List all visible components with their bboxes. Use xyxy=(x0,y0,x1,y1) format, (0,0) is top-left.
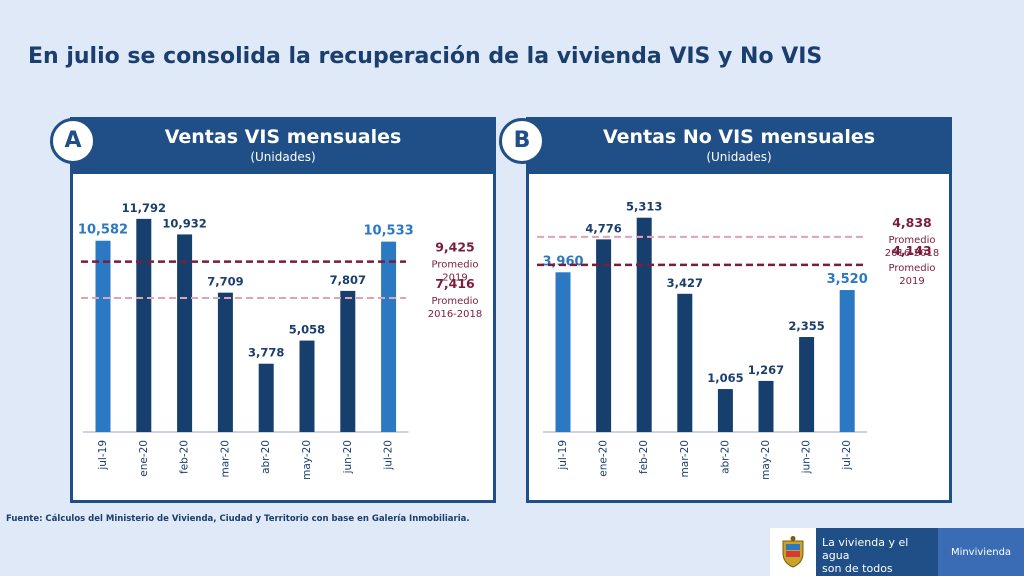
x-tick-label: abr-20 xyxy=(260,440,272,474)
reference-value-label: 4,838 xyxy=(892,215,932,230)
bar-value-label: 11,792 xyxy=(122,201,166,215)
bar-chart-vis: 10,582 jul-19 11,792 ene-20 10,932 feb-20 7,70… xyxy=(78,201,483,480)
reference-caption-line2: 2016-2018 xyxy=(428,309,483,320)
coat-of-arms-logo xyxy=(770,528,816,576)
reference-value-label: 9,425 xyxy=(435,240,475,255)
bar-ene-20 xyxy=(596,239,612,432)
shield-icon xyxy=(782,536,804,568)
x-tick-label: may-20 xyxy=(301,440,313,480)
chart-title-novis: Ventas No VIS mensuales xyxy=(602,126,876,148)
bar-chart-novis: 3,960 jul-19 4,776 ene-20 5,313 feb-20 3,427 ma… xyxy=(537,200,940,480)
chart-subtitle-novis: (Unidades) xyxy=(706,150,772,164)
bar-value-label: 3,520 xyxy=(827,272,868,287)
bar-value-label: 1,065 xyxy=(707,371,743,385)
reference-caption-line2: 2019 xyxy=(442,273,467,284)
bar-value-label: 3,427 xyxy=(667,276,703,290)
x-tick-label: jul-19 xyxy=(97,440,109,471)
bar-value-label: 5,313 xyxy=(626,200,662,214)
x-tick-label: may-20 xyxy=(760,440,772,480)
bar-value-label: 4,776 xyxy=(585,221,621,235)
footer-tagline-line1: La vivienda y el agua xyxy=(822,536,909,562)
reference-value-label: 4,143 xyxy=(892,243,932,258)
x-tick-label: abr-20 xyxy=(719,440,731,474)
bar-may-20 xyxy=(758,380,774,432)
bar-value-label: 10,533 xyxy=(364,224,414,239)
chart-title-vis: Ventas VIS mensuales xyxy=(164,126,402,148)
bar-mar-20 xyxy=(677,293,693,432)
x-tick-label: mar-20 xyxy=(679,440,691,477)
bar-jul-19 xyxy=(555,272,571,432)
x-tick-label: mar-20 xyxy=(219,440,231,477)
panel-header-vis: Ventas VIS mensuales (Unidades) xyxy=(73,120,493,174)
footer-banner: La vivienda y el agua son de todos Minvi… xyxy=(770,528,1024,576)
bar-value-label: 2,355 xyxy=(788,319,824,333)
bar-value-label: 3,778 xyxy=(248,346,284,360)
bar-value-label: 10,932 xyxy=(162,216,206,230)
reference-caption-line1: Promedio xyxy=(888,263,935,274)
chart-panel-vis: Ventas VIS mensuales (Unidades) 10,582 ju… xyxy=(70,117,496,503)
reference-value-label: 7,416 xyxy=(435,276,475,291)
footer-tagline: La vivienda y el agua son de todos xyxy=(816,528,938,576)
footer-tagline-line2: son de todos xyxy=(822,562,893,575)
bar-feb-20 xyxy=(177,234,193,432)
bar-abr-20 xyxy=(258,363,274,432)
bar-abr-20 xyxy=(717,389,733,432)
bar-value-label: 5,058 xyxy=(289,323,325,337)
panel-header-novis: Ventas No VIS mensuales (Unidades) xyxy=(529,120,949,174)
bar-may-20 xyxy=(299,340,315,432)
bar-value-label: 1,267 xyxy=(748,363,784,377)
bar-mar-20 xyxy=(217,292,233,432)
x-tick-label: jul-20 xyxy=(841,440,853,471)
x-tick-label: ene-20 xyxy=(138,440,150,477)
x-tick-label: jul-19 xyxy=(557,440,569,471)
bar-jul-20 xyxy=(839,290,855,432)
footer-brand: Minvivienda xyxy=(938,528,1024,576)
reference-caption-line2: 2019 xyxy=(899,276,924,287)
x-tick-label: ene-20 xyxy=(598,440,610,477)
x-tick-label: jun-20 xyxy=(801,440,813,474)
bar-value-label: 7,807 xyxy=(330,273,366,287)
x-tick-label: jul-20 xyxy=(383,440,395,471)
bar-value-label: 7,709 xyxy=(207,275,243,289)
x-tick-label: feb-20 xyxy=(638,440,650,474)
reference-caption-line1: Promedio xyxy=(888,235,935,246)
x-tick-label: jun-20 xyxy=(342,440,354,474)
panel-badge-b: B xyxy=(499,118,545,164)
bar-jul-20 xyxy=(381,241,397,432)
bar-value-label: 3,960 xyxy=(542,254,583,269)
bar-jun-20 xyxy=(340,290,356,432)
x-tick-label: feb-20 xyxy=(179,440,191,474)
chart-panel-novis: Ventas No VIS mensuales (Unidades) 3,960… xyxy=(526,117,952,503)
slide-title: En julio se consolida la recuperación de… xyxy=(28,44,823,69)
reference-caption-line1: Promedio xyxy=(431,296,478,307)
bar-feb-20 xyxy=(636,217,652,432)
panel-badge-a: A xyxy=(50,118,96,164)
bar-jul-19 xyxy=(95,240,111,432)
bar-ene-20 xyxy=(136,218,152,432)
bar-jun-20 xyxy=(799,337,815,432)
chart-subtitle-vis: (Unidades) xyxy=(250,150,316,164)
bar-value-label: 10,582 xyxy=(78,223,128,238)
source-note: Fuente: Cálculos del Ministerio de Vivie… xyxy=(6,514,470,524)
reference-caption-line2: 2016-2018 xyxy=(885,248,940,259)
reference-caption-line1: Promedio xyxy=(431,260,478,271)
